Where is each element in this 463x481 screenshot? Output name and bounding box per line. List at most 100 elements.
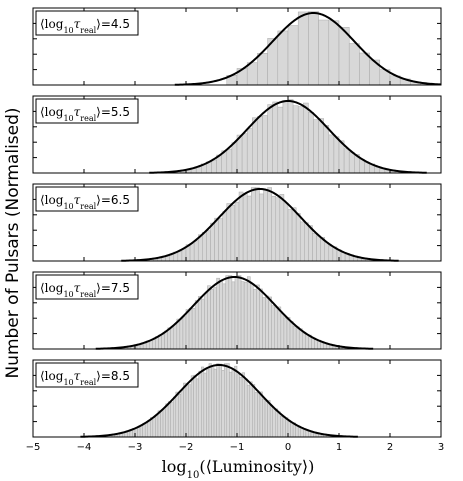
x-axis-label: log10(⟨Luminosity⟩) [162, 457, 315, 481]
x-tick-label: −4 [77, 442, 92, 453]
histogram-bar [272, 101, 279, 174]
histogram-bar [308, 112, 314, 174]
histogram-bar [282, 416, 286, 438]
histogram-bar [283, 202, 289, 262]
histogram-bar [271, 305, 275, 350]
histogram-bar [210, 289, 214, 350]
histogram-bar [170, 402, 174, 438]
histogram-bar [254, 392, 258, 438]
histogram-bar [364, 162, 370, 174]
fit-curve [95, 275, 374, 350]
histogram-bar [316, 235, 321, 262]
histogram-bar [305, 334, 309, 350]
histogram-bar [295, 326, 300, 350]
histogram-bar [290, 422, 294, 438]
histogram-bar [197, 296, 202, 350]
histogram-bar [214, 217, 219, 262]
histogram-bar [246, 195, 252, 262]
histogram-bar [234, 365, 238, 438]
panel-1: ⟨log10τreal⟩=4.5 [32, 7, 442, 86]
histogram-bar [272, 409, 276, 438]
histogram-bar [206, 230, 211, 262]
histogram-bar [259, 391, 263, 438]
histogram-bar [203, 372, 207, 438]
histogram-bar [259, 193, 264, 262]
histogram-bar [182, 316, 187, 350]
histogram-bar [264, 401, 268, 438]
histogram-bar [255, 187, 260, 262]
histogram-bar [160, 410, 164, 438]
histogram-bar [318, 19, 330, 86]
histogram-bar [287, 25, 299, 86]
histogram-bar [312, 232, 317, 262]
histogram-bar [229, 371, 233, 438]
histogram-bar [318, 118, 324, 174]
x-tick-label: −3 [128, 442, 143, 453]
histogram-bar [230, 205, 236, 262]
histogram-bar [287, 209, 293, 262]
histogram-bar [218, 363, 222, 438]
histogram-bar [185, 309, 190, 350]
histogram-bar [263, 189, 268, 262]
histogram-bar [328, 134, 335, 174]
histogram-bar [302, 332, 306, 350]
histogram-bar [155, 415, 159, 438]
histogram-bar [236, 374, 240, 438]
histogram-bar [213, 368, 217, 438]
histogram-bar [269, 405, 273, 438]
histogram-bar [228, 275, 233, 350]
x-axis: −5 −4 −3 −2 −1 0 1 2 3 [26, 442, 445, 453]
histogram-bar [295, 213, 301, 262]
panel-2: ⟨log10τreal⟩=5.5 [32, 95, 442, 174]
histogram-bar [213, 287, 217, 350]
fit-curve [149, 99, 427, 174]
histogram-bar [170, 327, 175, 350]
histogram-bar [328, 245, 334, 262]
histogram-bar [280, 416, 284, 438]
histogram-bar [239, 377, 243, 438]
histogram-bar [282, 100, 289, 174]
histogram-bar [304, 222, 309, 262]
histogram-bar [297, 106, 304, 174]
histogram-bar [237, 275, 242, 350]
legend-box [35, 98, 139, 124]
histogram-bar [246, 384, 250, 438]
histogram-bar [328, 20, 340, 86]
histogram-bar [338, 27, 350, 86]
histogram-bar [183, 382, 187, 438]
histogram-bar [211, 367, 215, 438]
histogram-bar [246, 128, 253, 174]
histogram-bar [311, 337, 315, 350]
fit-curve [121, 187, 399, 262]
histogram-bar [271, 195, 277, 262]
histogram-bar [194, 300, 199, 350]
y-axis-label: Number of Pulsars (Normalised) [3, 107, 23, 378]
legend-box [35, 10, 139, 36]
x-tick-label: 1 [336, 442, 342, 453]
histogram-bar [314, 339, 318, 350]
legend-label: ⟨log10τreal⟩=5.5 [40, 105, 130, 123]
histogram-bar [305, 430, 309, 438]
histogram-bar [180, 390, 184, 438]
histogram-bar [244, 378, 248, 438]
histogram-bar [359, 159, 365, 174]
histogram-bar [286, 317, 291, 350]
histogram-bar [275, 197, 281, 262]
legend-label: ⟨log10τreal⟩=6.5 [40, 193, 130, 211]
fit-curve [80, 363, 358, 438]
histogram-bar [208, 363, 212, 438]
histogram-bar [256, 284, 260, 350]
histogram-bar [277, 106, 284, 174]
histogram-bar [211, 159, 217, 174]
histogram-bar [297, 426, 302, 438]
histogram-bar [313, 119, 319, 174]
histogram-bar [253, 289, 257, 350]
legend-box [35, 274, 139, 300]
histogram-bar [231, 369, 235, 438]
panel-4: ⟨log10τreal⟩=7.5 [32, 271, 442, 350]
histogram-bar [188, 307, 193, 350]
histogram-bar [265, 295, 269, 350]
histogram-bar [207, 285, 211, 350]
histogram-bar [287, 99, 294, 174]
histogram-bar [262, 297, 266, 350]
